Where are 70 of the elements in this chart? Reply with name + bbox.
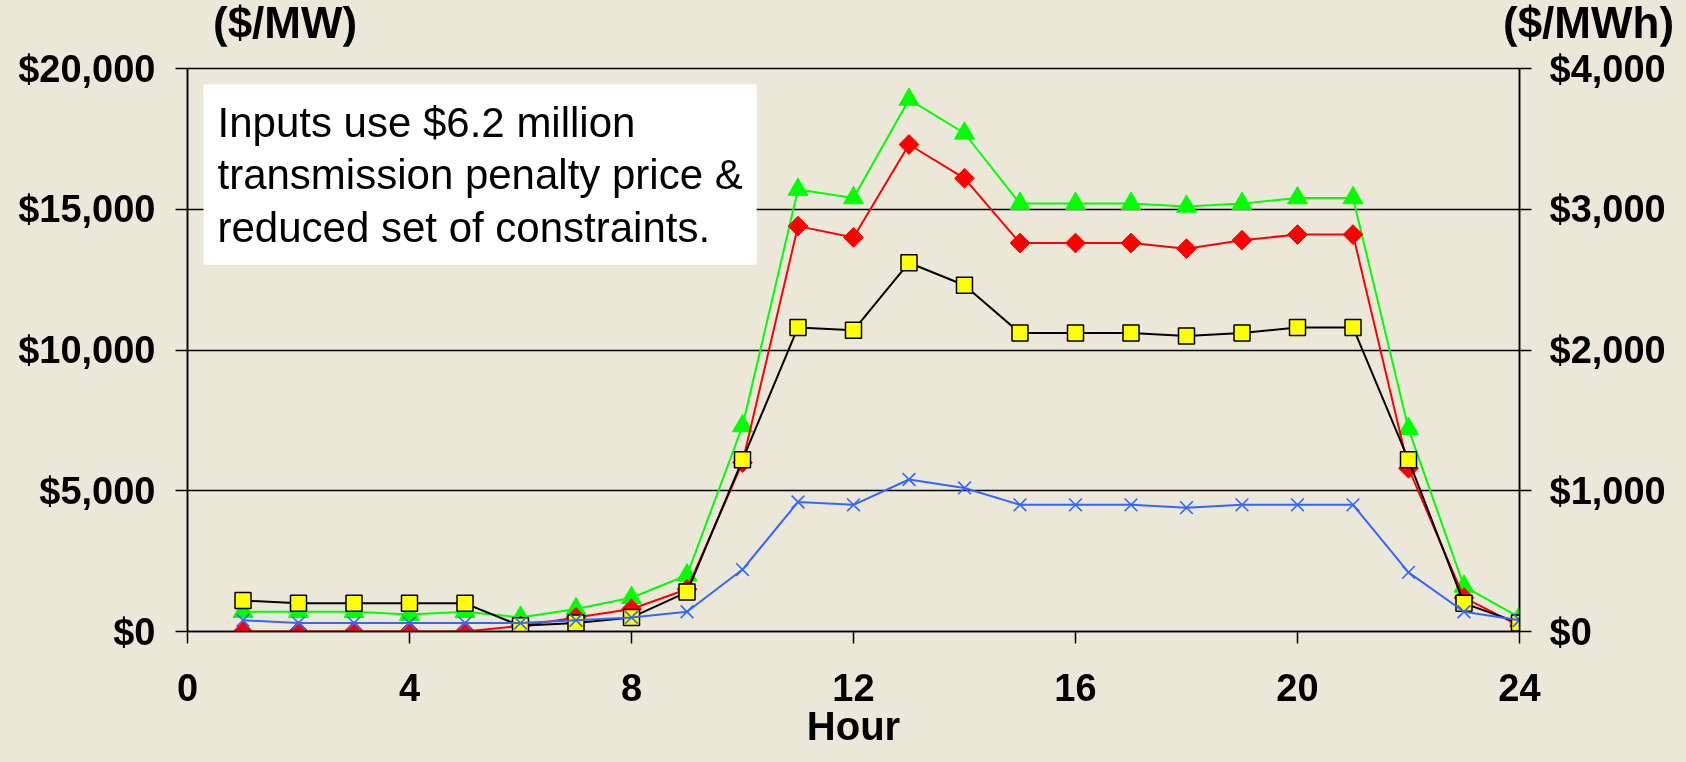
- point: [1179, 500, 1194, 515]
- point: [733, 451, 752, 469]
- y-tick-label: $20,000: [18, 47, 156, 90]
- point: [955, 276, 974, 295]
- point: [844, 321, 863, 340]
- point: [234, 591, 252, 610]
- point: [1122, 324, 1140, 342]
- point: [235, 613, 251, 628]
- point: [1290, 497, 1305, 512]
- point: [1344, 318, 1362, 337]
- point: [1287, 224, 1308, 245]
- point: [1399, 451, 1418, 469]
- point: [1177, 327, 1196, 345]
- point: [1231, 229, 1253, 251]
- point: [568, 613, 584, 628]
- point: [679, 604, 695, 619]
- point: [1120, 232, 1142, 254]
- y-axis-title: ($/MW): [213, 0, 358, 46]
- point: [957, 480, 972, 496]
- x-tick-label: 4: [398, 666, 421, 709]
- y2-axis-title: ($/MWh): [1503, 0, 1675, 46]
- point: [954, 167, 975, 189]
- y2-tick-label: $1,000: [1549, 469, 1666, 512]
- y2-tick-label: $0: [1549, 610, 1592, 653]
- point: [1065, 232, 1086, 254]
- point: [789, 318, 807, 337]
- x-tick-label: 16: [1054, 666, 1097, 709]
- point: [1456, 604, 1472, 619]
- x-tick-label: 0: [176, 666, 199, 709]
- x-tick-label: 8: [620, 666, 643, 709]
- x-tick-label: 24: [1498, 666, 1541, 709]
- x-tick-label: 20: [1276, 666, 1319, 709]
- point: [457, 615, 473, 631]
- y-tick-label: $0: [113, 610, 156, 653]
- y2-tick-label: $4,000: [1549, 47, 1666, 90]
- y-tick-label: $5,000: [39, 469, 156, 512]
- y2-tick-label: $3,000: [1549, 188, 1666, 231]
- y-tick-label: $10,000: [18, 329, 156, 371]
- point: [787, 215, 809, 237]
- point: [346, 615, 362, 631]
- point: [1012, 497, 1028, 512]
- point: [1009, 232, 1031, 254]
- point: [846, 497, 861, 512]
- point: [345, 594, 363, 613]
- point: [843, 227, 864, 248]
- point: [1176, 238, 1197, 260]
- point: [289, 594, 308, 613]
- point: [1234, 497, 1250, 512]
- point: [1233, 324, 1251, 342]
- point: [1066, 324, 1085, 342]
- point: [1068, 497, 1083, 512]
- point: [735, 562, 750, 577]
- y2-tick-label: $2,000: [1549, 329, 1666, 371]
- y-tick-label: $15,000: [18, 188, 156, 231]
- point: [456, 594, 474, 613]
- point: [1288, 318, 1307, 337]
- point: [678, 583, 696, 601]
- point: [1342, 224, 1364, 245]
- point: [402, 615, 417, 631]
- annotation: Inputs use $6.2 million transmission penalty price & reduced set of constraints.: [217, 98, 743, 251]
- point: [1011, 324, 1029, 342]
- point: [1401, 565, 1416, 580]
- point: [1345, 497, 1361, 512]
- point: [900, 253, 918, 272]
- point: [901, 472, 917, 487]
- point: [790, 494, 806, 510]
- point: [291, 615, 306, 631]
- point: [1123, 497, 1139, 512]
- point: [898, 134, 920, 155]
- point: [400, 594, 419, 613]
